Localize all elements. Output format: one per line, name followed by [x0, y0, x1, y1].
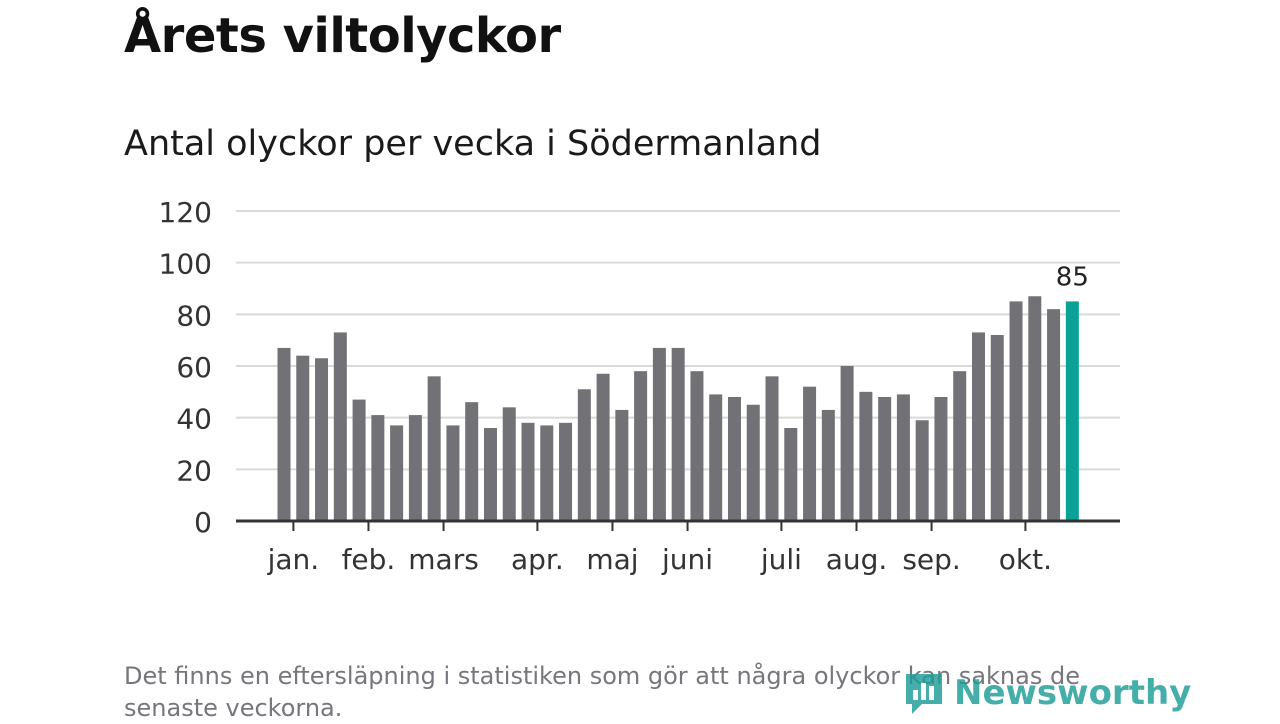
y-tick-label: 40 — [176, 403, 212, 436]
x-tick-label: juli — [760, 543, 802, 576]
bar — [408, 415, 422, 521]
bar — [878, 397, 892, 521]
bar — [840, 366, 854, 521]
bar — [1047, 309, 1061, 521]
bar — [1009, 301, 1023, 521]
bar — [315, 358, 329, 521]
bar — [990, 335, 1004, 521]
bar — [521, 422, 535, 521]
bar — [709, 394, 723, 521]
bar — [483, 428, 497, 521]
chart-title: Årets viltolyckor — [124, 8, 561, 64]
highlighted-bar — [1065, 301, 1079, 521]
bar-chart: 0 20 40 60 80 100 120 85 jan. feb. mars apr. maj juni… — [159, 196, 1120, 576]
bar — [465, 402, 479, 521]
chart-subtitle: Antal olyckor per vecka i Södermanland — [124, 124, 822, 164]
bar — [577, 389, 591, 521]
y-tick-label: 0 — [194, 506, 212, 539]
brand-name: Newsworthy — [954, 673, 1192, 713]
x-tick-label: feb. — [342, 543, 396, 576]
x-tick-label: juni — [661, 543, 713, 576]
bar — [502, 407, 516, 521]
bar — [746, 404, 760, 521]
y-tick-label: 100 — [159, 248, 212, 281]
bar — [821, 409, 835, 521]
bar — [784, 428, 798, 521]
bar — [690, 371, 704, 521]
bar — [333, 332, 347, 521]
x-tick-label: aug. — [826, 543, 888, 576]
bar — [277, 347, 291, 521]
bar — [559, 422, 573, 521]
bar — [803, 386, 817, 521]
brand-logo: Newsworthy — [902, 668, 1191, 718]
bar — [859, 391, 873, 521]
bar — [934, 397, 948, 521]
data-label: 85 — [1056, 262, 1089, 292]
y-tick-label: 60 — [176, 351, 212, 384]
bar — [615, 409, 629, 521]
y-tick-label: 20 — [176, 454, 212, 487]
bar — [540, 425, 554, 521]
bar — [915, 420, 929, 521]
x-tick-label: apr. — [511, 543, 564, 576]
bar — [1028, 296, 1042, 521]
bar — [671, 347, 685, 521]
bar — [765, 376, 779, 521]
bar — [352, 399, 366, 521]
bar — [727, 397, 741, 521]
x-tick-label: jan. — [267, 543, 320, 576]
x-tick-label: maj — [586, 543, 638, 576]
x-tick-label: mars — [408, 543, 479, 576]
bar — [390, 425, 404, 521]
bar — [896, 394, 910, 521]
y-tick-label: 120 — [159, 196, 212, 229]
x-tick-label: okt. — [999, 543, 1052, 576]
bar — [371, 415, 385, 521]
bar — [652, 347, 666, 521]
bar — [953, 371, 967, 521]
bar — [296, 355, 310, 521]
y-tick-label: 80 — [176, 299, 212, 332]
bar — [634, 371, 648, 521]
bar — [446, 425, 460, 521]
bar — [427, 376, 441, 521]
x-tick-label: sep. — [902, 543, 961, 576]
bar — [596, 373, 610, 521]
bar — [971, 332, 985, 521]
newsworthy-logo-icon — [906, 674, 942, 714]
